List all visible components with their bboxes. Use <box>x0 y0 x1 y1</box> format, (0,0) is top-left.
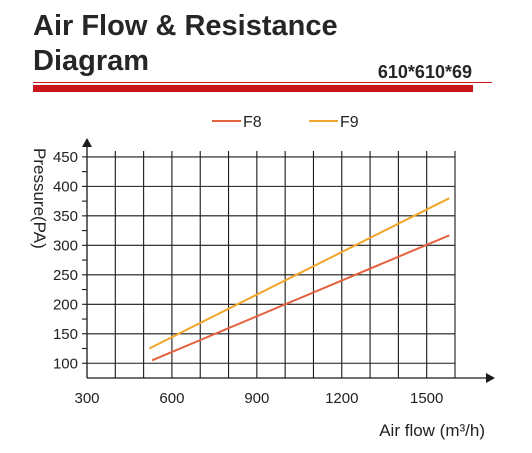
y-tick-label: 150 <box>53 326 78 343</box>
y-tick-label: 400 <box>53 178 78 195</box>
x-tick-label: 1200 <box>325 390 358 407</box>
y-tick-label: 450 <box>53 149 78 166</box>
legend-label-f9: F9 <box>340 114 359 131</box>
header-rule-thick <box>33 85 473 92</box>
legend-label-f8: F8 <box>243 114 262 131</box>
filter-model-label: 610*610*69 <box>377 62 472 82</box>
y-tick-label: 100 <box>53 355 78 372</box>
y-tick-label: 250 <box>53 267 78 284</box>
chart-title-line1: Air Flow & Resistance <box>33 10 338 42</box>
y-axis-arrow <box>82 138 92 147</box>
chart-title-line2: Diagram <box>33 45 150 77</box>
x-tick-label: 1500 <box>410 390 443 407</box>
y-tick-label: 350 <box>53 208 78 225</box>
x-axis-arrow <box>486 373 495 383</box>
x-axis-title: Air flow (m³/h) <box>379 421 485 440</box>
header-rule-thin <box>33 82 492 83</box>
axes <box>82 138 495 383</box>
series-line-f8 <box>151 234 450 362</box>
y-tick-label: 200 <box>53 296 78 313</box>
grid <box>82 151 456 378</box>
series-lines <box>148 197 450 362</box>
legend: F8 F9 <box>212 114 359 131</box>
series-line-f9 <box>148 197 450 350</box>
y-axis-title: Pressure(PA) <box>30 148 49 249</box>
x-tick-label: 600 <box>159 390 184 407</box>
x-tick-label: 300 <box>74 390 99 407</box>
x-tick-label: 900 <box>244 390 269 407</box>
tick-labels: 100 150 200 250 300 350 400 450 300 600 900 1200 150… <box>53 149 443 407</box>
y-tick-label: 300 <box>53 237 78 254</box>
